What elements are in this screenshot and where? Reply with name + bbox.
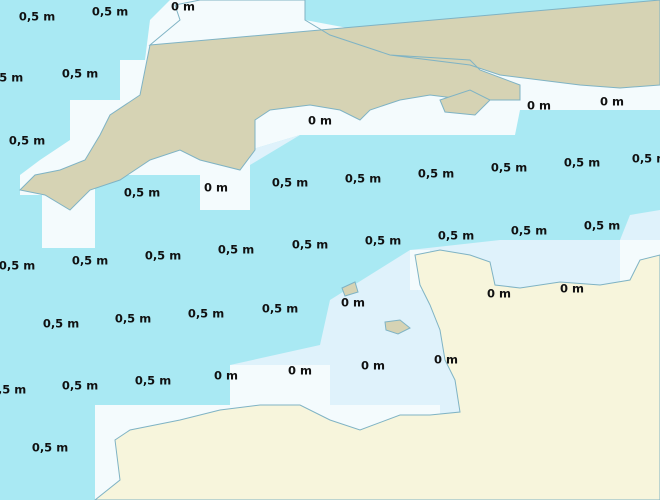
depth-label: 0,5 m bbox=[135, 374, 171, 388]
depth-label: 0,5 m bbox=[262, 302, 298, 316]
depth-label: 0,5 m bbox=[0, 71, 23, 85]
depth-label: 0,5 m bbox=[124, 186, 160, 200]
england-land bbox=[18, 0, 660, 211]
depth-label: 0,5 m bbox=[62, 67, 98, 81]
depth-label: 0,5 m bbox=[115, 312, 151, 326]
depth-label: 0,5 m bbox=[218, 243, 254, 257]
depth-label: 0 m bbox=[341, 296, 365, 310]
depth-label: 0 m bbox=[361, 359, 385, 373]
depth-label: 0,5 m bbox=[19, 10, 55, 24]
depth-label: 0 m bbox=[487, 287, 511, 301]
depth-label: 0 m bbox=[434, 353, 458, 367]
depth-label: 0,5 m bbox=[72, 254, 108, 268]
depth-label: 0,5 m bbox=[511, 224, 547, 238]
depth-label: 0,5 m bbox=[564, 156, 600, 170]
depth-label: 0,5 m bbox=[43, 317, 79, 331]
depth-label: 0,5 m bbox=[632, 152, 660, 166]
depth-label: 0,5 m bbox=[365, 234, 401, 248]
depth-label: 0,5 m bbox=[438, 229, 474, 243]
depth-label: 0,5 m bbox=[9, 134, 45, 148]
depth-label: 0,5 m bbox=[292, 238, 328, 252]
depth-label: 0,5 m bbox=[345, 172, 381, 186]
depth-label: 0 m bbox=[204, 181, 228, 195]
depth-label: 0 m bbox=[560, 282, 584, 296]
depth-label: 0,5 m bbox=[491, 161, 527, 175]
depth-label: 0,5 m bbox=[32, 441, 68, 455]
depth-label: 0,5 m bbox=[0, 383, 26, 397]
island bbox=[439, 89, 491, 116]
france-land bbox=[94, 249, 660, 500]
depth-label: 0,5 m bbox=[145, 249, 181, 263]
depth-label: 0,5 m bbox=[62, 379, 98, 393]
depth-label: 0 m bbox=[171, 0, 195, 14]
labels: 0,5 m 0,5 m 0 m 0,5 m 0,5 m 0,5 m 0 m 0 … bbox=[0, 0, 660, 455]
depth-label: 0 m bbox=[214, 369, 238, 383]
depth-label: 0 m bbox=[288, 364, 312, 378]
island bbox=[341, 281, 359, 297]
depth-label: 0,5 m bbox=[92, 5, 128, 19]
depth-label: 0,5 m bbox=[584, 219, 620, 233]
island bbox=[384, 319, 411, 335]
depth-label: 0,5 m bbox=[272, 176, 308, 190]
depth-label: 0 m bbox=[527, 99, 551, 113]
depth-label: 0 m bbox=[600, 95, 624, 109]
depth-label: 0 m bbox=[308, 114, 332, 128]
depth-label: 0,5 m bbox=[188, 307, 224, 321]
shallow-zone bbox=[250, 135, 300, 165]
depth-label: 0,5 m bbox=[0, 259, 35, 273]
depth-label: 0,5 m bbox=[418, 167, 454, 181]
